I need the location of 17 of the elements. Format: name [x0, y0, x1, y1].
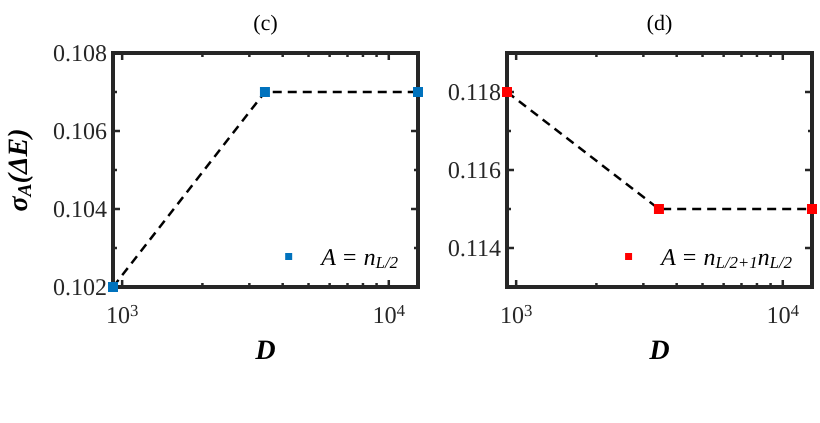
y-tick-label: 0.102	[53, 275, 107, 301]
y-tick-label: 0.108	[53, 41, 107, 67]
x-axis-title: D	[254, 335, 276, 366]
y-tick-label: 0.118	[448, 80, 501, 106]
y-tick-label: 0.106	[53, 119, 107, 145]
y-tick-label: 0.114	[448, 236, 501, 262]
chart-title: (d)	[646, 10, 672, 35]
x-axis-title: D	[648, 335, 670, 366]
x-tick-label: 10$^{3}$	[106, 301, 138, 329]
legend-label: A = n$_{L/2}$	[319, 245, 399, 272]
x-tick-label: 10$^{3}$	[500, 301, 532, 329]
legend-label: A = n$_{L/2+1}$n$_{L/2}$	[659, 245, 793, 272]
y-tick-label: 0.116	[448, 158, 501, 184]
x-tick-label: 10$^{4}$	[766, 301, 800, 329]
chart-title: (c)	[253, 10, 278, 35]
y-tick-label: 0.104	[53, 197, 107, 223]
x-tick-label: 10$^{4}$	[372, 301, 406, 329]
